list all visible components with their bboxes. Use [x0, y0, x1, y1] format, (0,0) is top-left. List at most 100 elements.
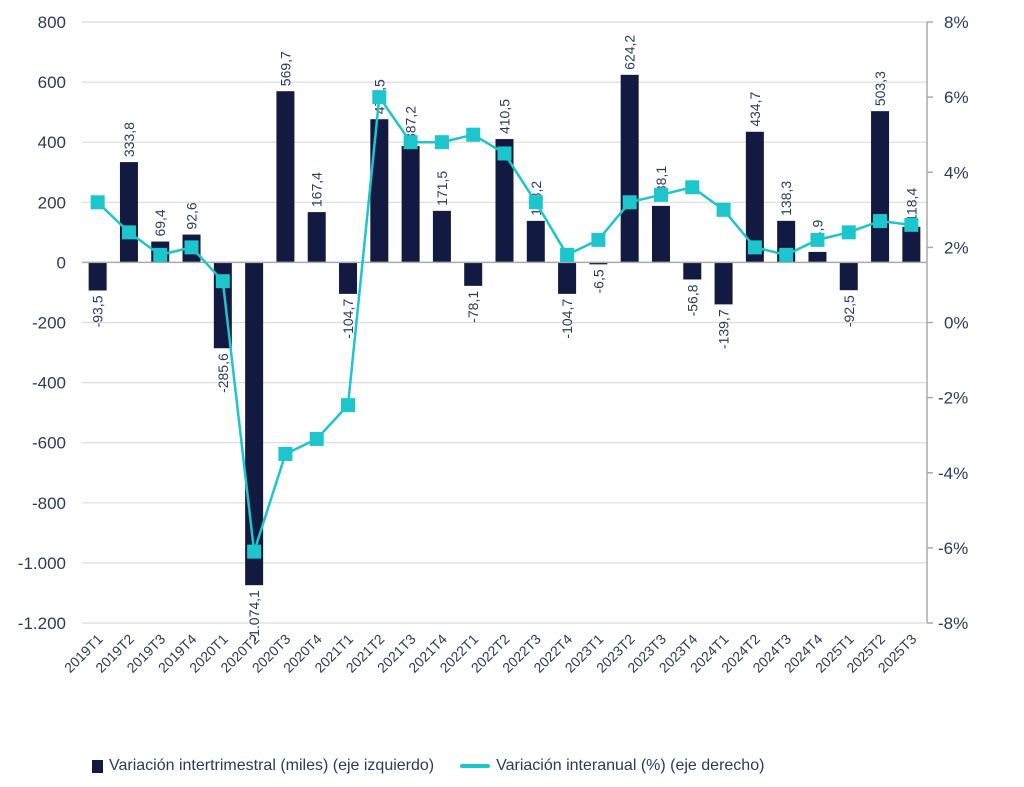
bar-data-label: -93,5: [90, 295, 106, 327]
right-tick-label: -8%: [938, 614, 968, 633]
line-marker: [497, 146, 512, 161]
line-marker: [341, 398, 356, 413]
bar-data-label: -104,7: [340, 299, 356, 339]
line-marker: [403, 135, 418, 150]
x-axis-ticks: 2019T12019T22019T32019T42020T12020T22020…: [61, 631, 920, 676]
line-marker: [779, 247, 794, 262]
bar: [307, 212, 326, 263]
left-tick-label: 0: [57, 253, 66, 272]
right-tick-label: 6%: [944, 88, 969, 107]
line-marker: [466, 127, 481, 142]
bar: [276, 91, 295, 263]
bar-data-label: 410,5: [497, 99, 513, 134]
right-tick-label: 8%: [944, 13, 969, 32]
bar: [526, 220, 545, 263]
bar: [119, 162, 138, 263]
bar: [401, 146, 420, 263]
bar: [714, 262, 733, 305]
line-marker: [685, 180, 700, 195]
left-tick-label: 600: [38, 73, 66, 92]
bar: [464, 262, 483, 286]
right-tick-label: 0%: [944, 314, 969, 333]
left-tick-label: -1.000: [18, 554, 66, 573]
bar: [495, 139, 514, 263]
line-marker: [278, 446, 293, 461]
bar-data-label: 92,6: [184, 202, 200, 229]
bar: [339, 262, 358, 294]
bar: [558, 262, 577, 294]
bar-data-label: -285,6: [215, 353, 231, 393]
bar-data-label: -139,7: [716, 309, 732, 349]
left-tick-label: -400: [32, 374, 66, 393]
left-axis-ticks: 800 600 400 200 0 -200 -400 -600 -800 -1.000 -1.20…: [18, 13, 66, 633]
bar-data-label: 138,3: [778, 181, 794, 216]
line-marker: [904, 217, 919, 232]
right-tick-label: -4%: [938, 464, 968, 483]
line-series: [90, 90, 919, 559]
bar: [683, 262, 702, 280]
bar-data-label: 333,8: [121, 122, 137, 157]
bar-data-label: -6,5: [590, 269, 606, 293]
line-marker: [841, 225, 856, 240]
bar-data-label: 171,5: [434, 171, 450, 206]
bar-data-label: 503,3: [872, 71, 888, 106]
line-marker: [309, 431, 324, 446]
bar: [808, 251, 827, 263]
line-marker: [810, 232, 825, 247]
bar: [589, 262, 608, 265]
line-marker: [560, 247, 575, 262]
legend-bar-label: Variación intertrimestral (miles) (eje i…: [109, 757, 435, 774]
bar-data-label: 624,2: [622, 35, 638, 70]
line-marker: [372, 90, 387, 105]
bar-data-label: 69,4: [152, 209, 168, 236]
bar: [839, 262, 858, 291]
line-marker: [184, 240, 199, 255]
right-tick-label: 2%: [944, 238, 969, 257]
bar-data-label: 434,7: [747, 92, 763, 127]
bar: [620, 74, 639, 263]
right-tick-label: -2%: [938, 389, 968, 408]
gridlines: [82, 21, 927, 624]
legend-bar-swatch: [92, 759, 103, 773]
legend-line-swatch: [460, 764, 491, 768]
bar: [245, 262, 264, 586]
line-marker: [528, 195, 543, 210]
bar: [88, 262, 107, 291]
bar: [745, 131, 764, 263]
bar-data-label: 118,4: [903, 188, 919, 222]
bar-data-label: -78,1: [465, 291, 481, 323]
line-marker: [653, 187, 668, 202]
left-tick-label: -200: [32, 314, 66, 333]
legend: Variación intertrimestral (miles) (eje i…: [92, 757, 764, 775]
bar-data-label: 569,7: [277, 51, 293, 86]
bar: [902, 226, 921, 263]
line-marker: [622, 195, 637, 210]
line-marker: [747, 240, 762, 255]
line-marker: [247, 544, 262, 559]
left-tick-label: 400: [38, 133, 66, 152]
bar-data-label: -104,7: [559, 299, 575, 339]
line-marker: [716, 202, 731, 217]
bar: [871, 111, 890, 263]
line-marker: [153, 247, 168, 262]
bar: [651, 205, 670, 263]
bar-data-label: -92,5: [841, 295, 857, 327]
line-marker: [434, 135, 449, 150]
right-axis: 8% 6% 4% 2% 0% -2% -4% -6% -8%: [926, 13, 969, 633]
bar-data-label: -56,8: [684, 284, 700, 316]
left-tick-label: -800: [32, 494, 66, 513]
bar-data-label: -1.074,1: [246, 590, 262, 642]
bar-data-label: 167,4: [309, 172, 325, 207]
left-tick-label: -1.200: [18, 614, 66, 633]
line-marker: [591, 232, 606, 247]
right-tick-label: -6%: [938, 539, 968, 558]
bar: [432, 210, 451, 263]
left-tick-label: -600: [32, 434, 66, 453]
line-marker: [90, 195, 105, 210]
left-tick-label: 200: [38, 193, 66, 212]
line-marker: [121, 225, 136, 240]
legend-line-label: Variación interanual (%) (eje derecho): [496, 757, 765, 774]
bar-data-label: 387,2: [403, 106, 419, 141]
line-marker: [873, 214, 888, 229]
